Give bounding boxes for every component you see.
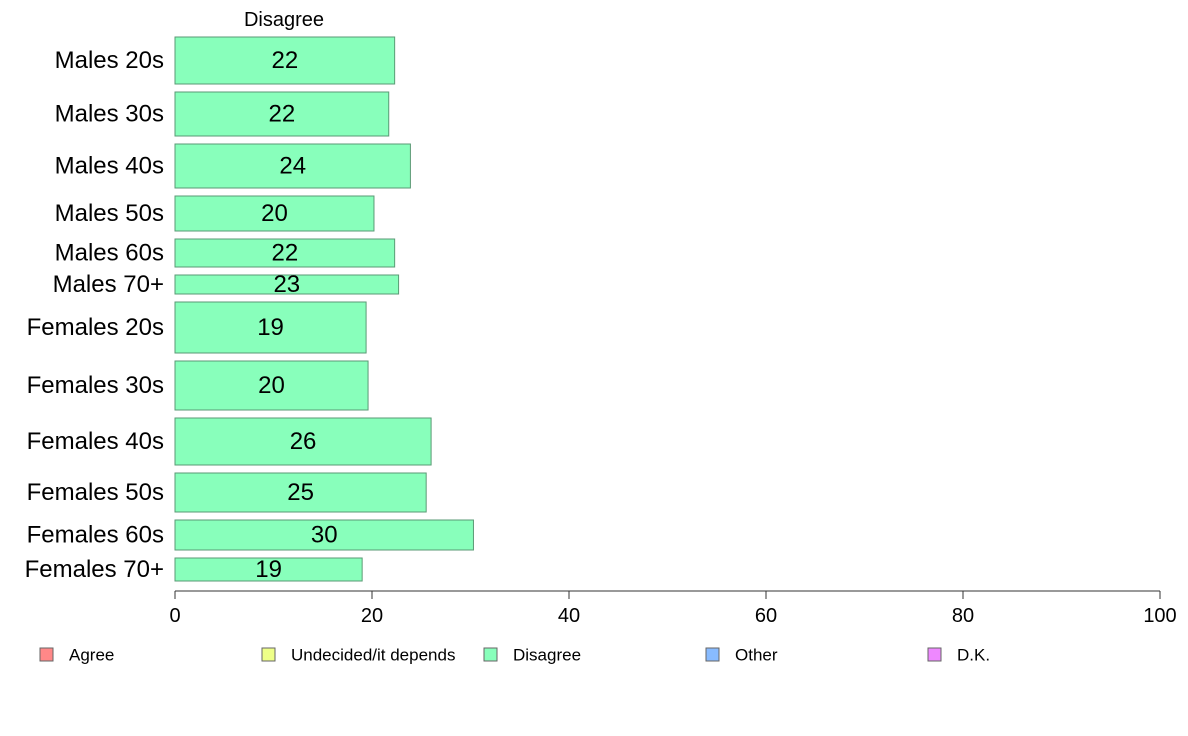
bar [174,557,363,582]
legend-swatch [705,647,720,662]
category-label: Females 30s [27,372,164,399]
category-label: Males 60s [55,240,164,267]
category-label: Females 20s [27,314,164,341]
category-label: Males 40s [55,153,164,180]
bar [174,36,396,85]
category-labels: Males 20s Males 30s Males 40s Males 50s Male… [25,47,164,583]
x-tick-label: 40 [558,605,580,627]
data-label: 22 [271,47,298,74]
data-label: 26 [290,428,317,455]
x-tick-label: 80 [952,605,974,627]
category-label: Females 70+ [25,556,164,583]
bar [174,301,367,354]
category-label: Males 50s [55,200,164,227]
bar [174,91,390,137]
data-label: 24 [279,153,306,180]
category-label: Females 50s [27,479,164,506]
legend-swatch [261,647,276,662]
legend-label: Disagree [513,646,581,665]
legend-swatch [927,647,942,662]
data-label: 22 [271,240,298,267]
bar [174,238,396,268]
legend-swatch [39,647,54,662]
bar [174,143,411,189]
x-axis: 0 20 40 60 80 100 [169,590,1177,627]
data-label: 25 [287,479,314,506]
x-tick-label: 60 [755,605,777,627]
bars-group [174,36,474,582]
bar [174,519,474,551]
category-label: Males 20s [55,47,164,74]
category-label: Females 40s [27,428,164,455]
category-label: Males 30s [55,101,164,128]
bar [174,417,432,466]
legend-label: Undecided/it depends [291,646,455,665]
x-tick-label: 20 [361,605,383,627]
x-tick-label: 0 [169,605,180,627]
category-label: Females 60s [27,522,164,549]
bar [174,274,400,295]
legend-swatch [483,647,498,662]
x-tick-label: 100 [1143,605,1176,627]
data-label: 30 [311,522,338,549]
data-label: 19 [255,556,282,583]
data-label: 20 [261,200,288,227]
bar [174,360,369,411]
data-label: 19 [257,314,284,341]
legend-label: Agree [69,646,114,665]
data-label: 22 [269,101,296,128]
data-label: 20 [258,372,285,399]
chart-title: Disagree [244,9,324,31]
bar [174,472,427,513]
legend-label: D.K. [957,646,990,665]
legend-label: Other [735,646,778,665]
data-label: 23 [273,271,300,298]
category-label: Males 70+ [53,271,164,298]
value-labels: 22 22 24 20 22 23 19 20 26 25 30 19 [255,47,337,583]
legend: Agree Undecided/it depends Disagree Other D.… [39,646,990,665]
bar [174,195,375,232]
